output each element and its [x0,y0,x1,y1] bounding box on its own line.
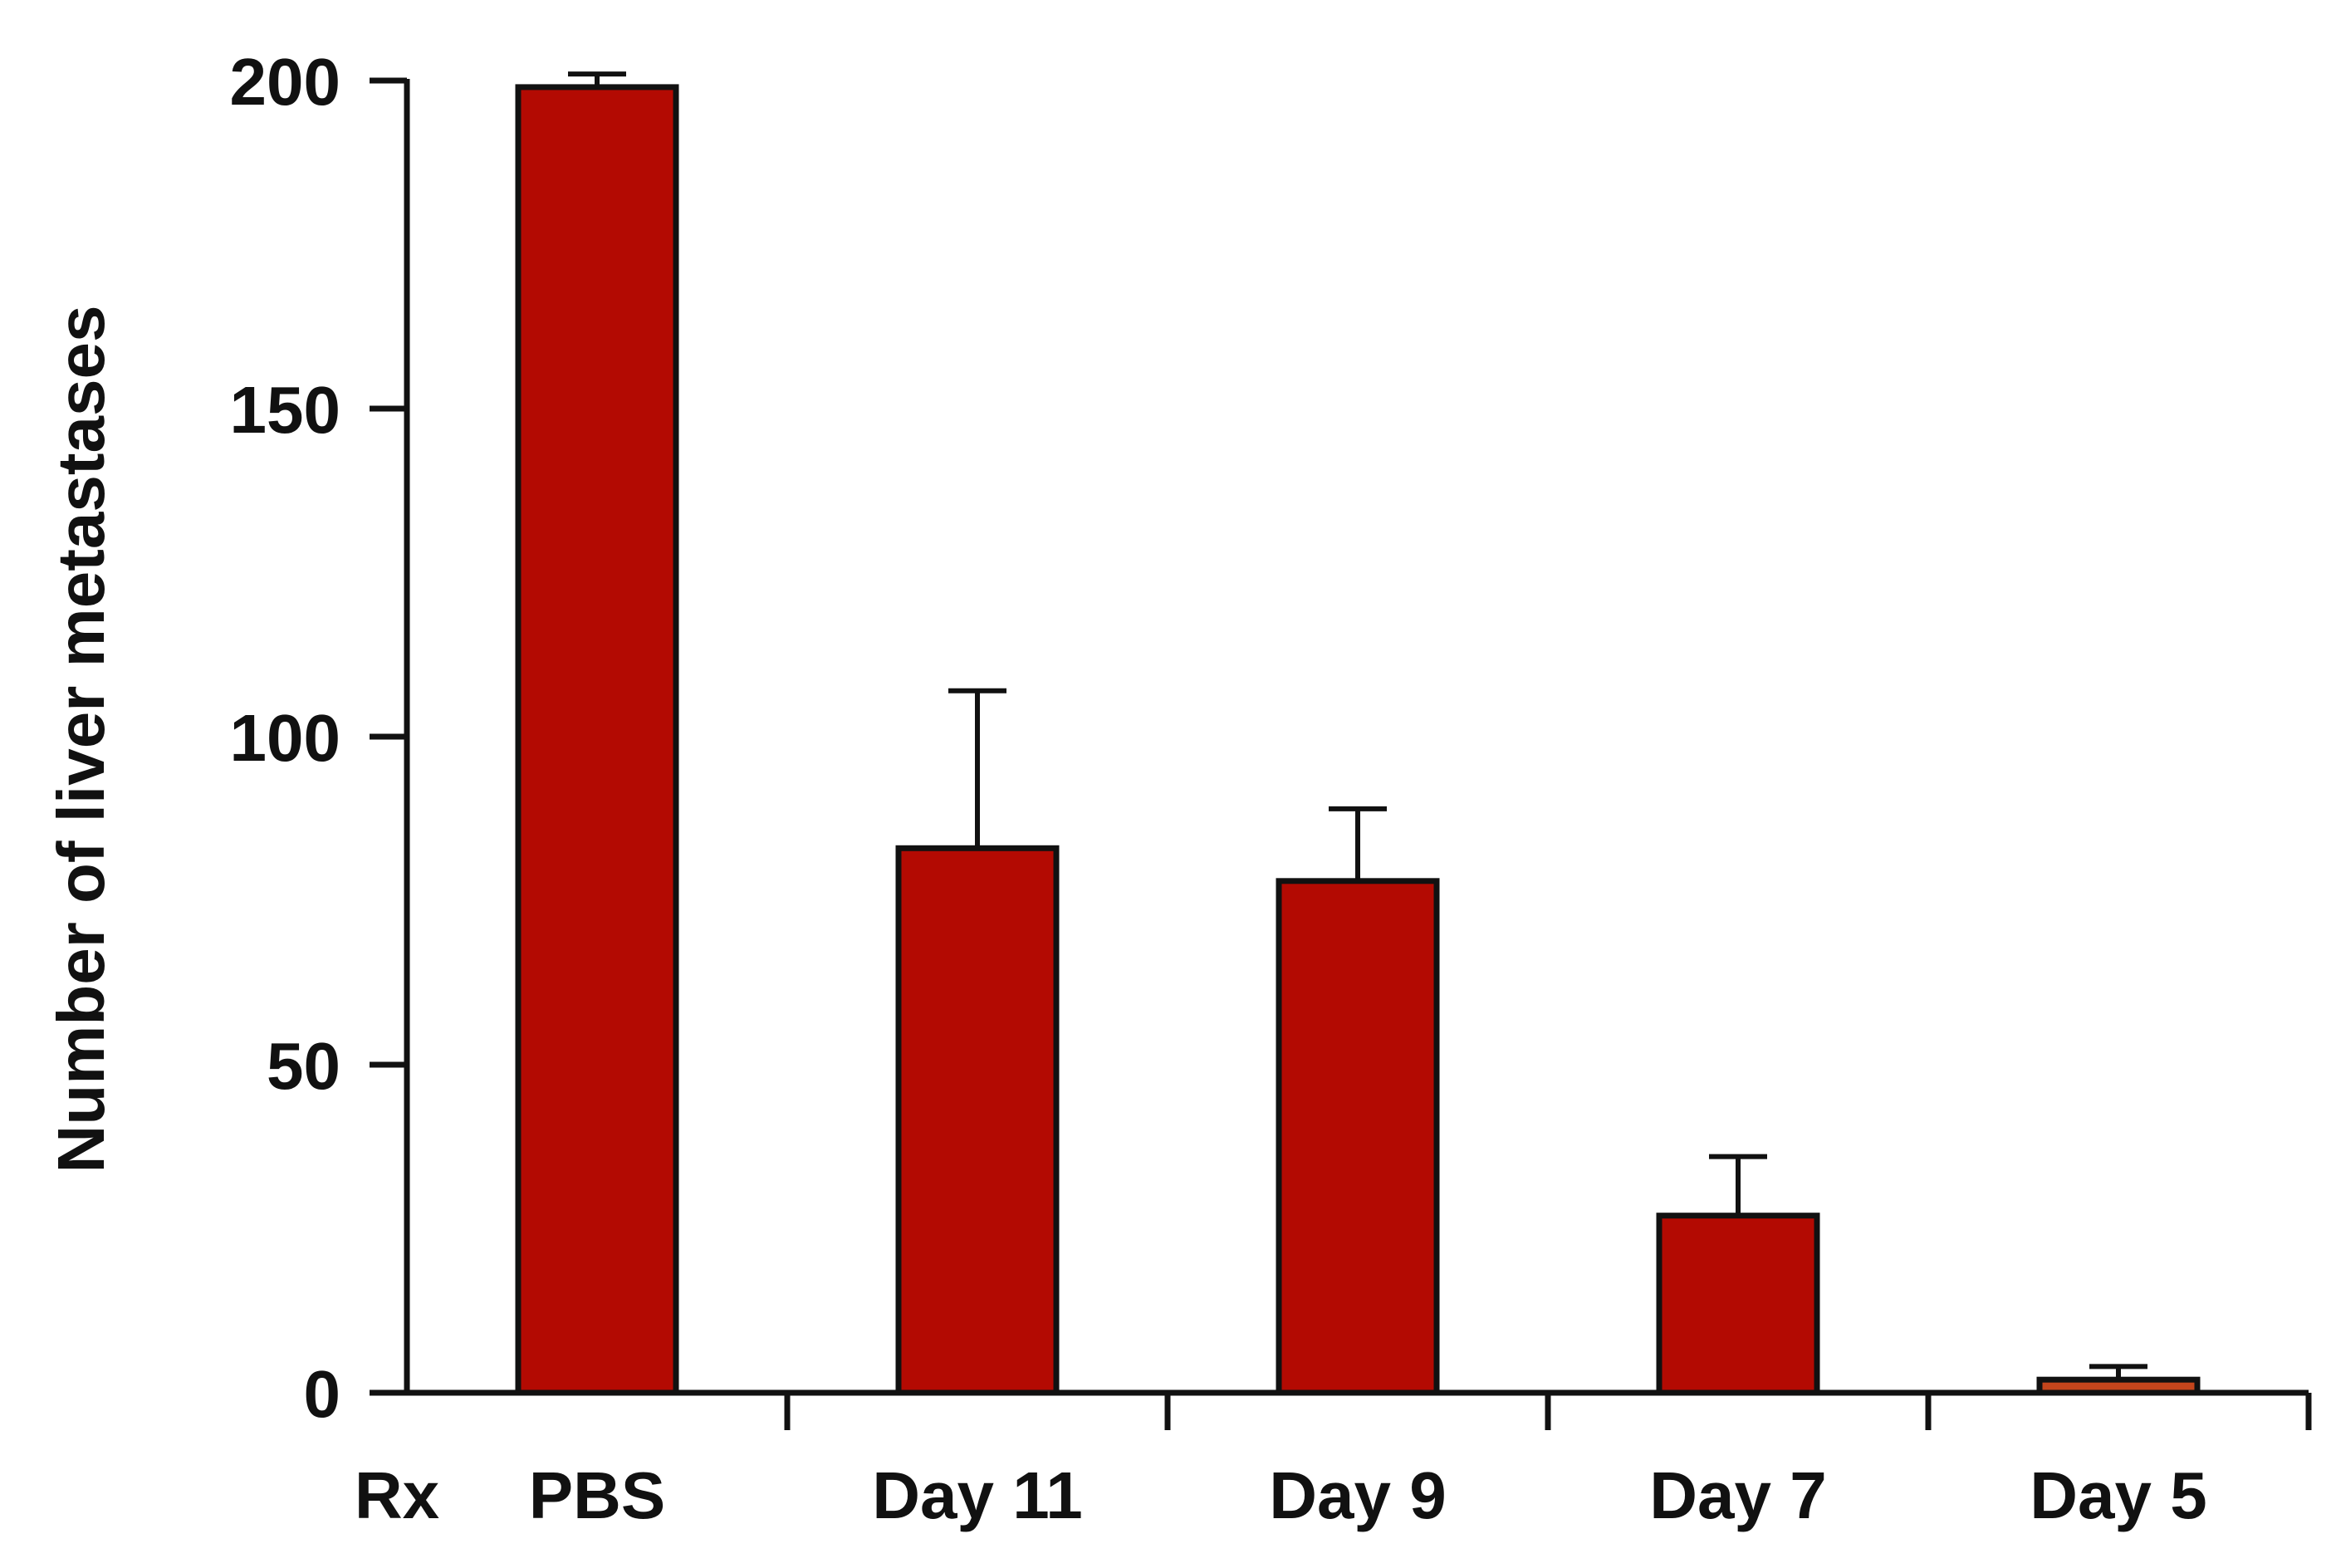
labels: Number of liver metastases Rx PBS Day 11 D… [44,306,2207,1532]
x-axis-prefix-label: Rx [355,1458,439,1532]
y-tick-label: 50 [267,1029,340,1103]
bar [515,84,679,1396]
bar [1276,878,1440,1396]
y-tick-label: 100 [230,701,340,775]
bar [2036,1376,2201,1396]
bars [515,71,2201,1396]
y-tick-label: 150 [230,373,340,447]
x-category-label: Day 7 [1649,1458,1826,1532]
y-tick-label: 200 [230,45,340,119]
y-axis-title: Number of liver metastases [44,306,118,1174]
y-tick-label: 0 [304,1357,341,1431]
x-category-label: Day 5 [2030,1458,2206,1532]
axes: 0 50 100 150 200 [230,45,2312,1431]
bar [895,845,1060,1396]
bar [1656,1213,1820,1396]
x-category-label: PBS [529,1458,666,1532]
x-category-label: Day 9 [1269,1458,1446,1532]
x-category-label: Day 11 [872,1458,1083,1532]
